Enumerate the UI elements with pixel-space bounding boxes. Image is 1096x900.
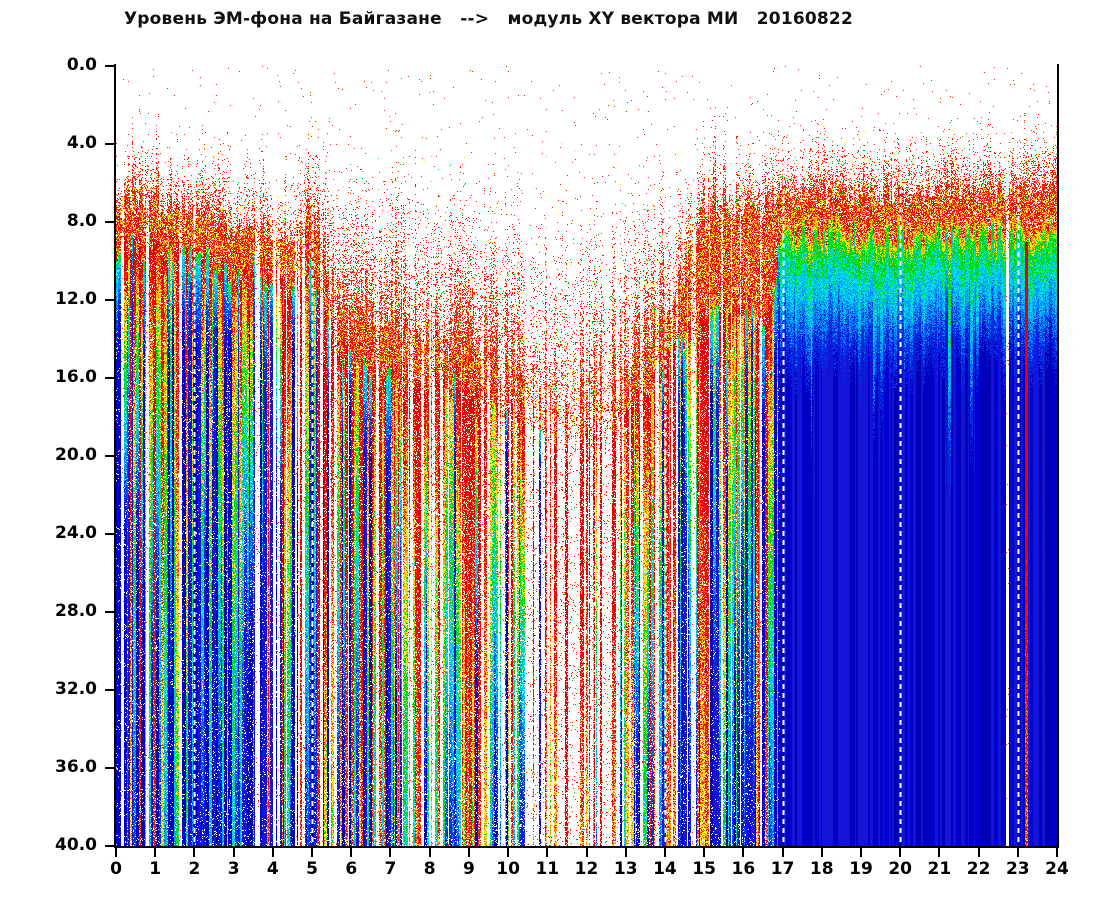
x-tick-label: 23 [1005,859,1030,879]
x-tick-label: 19 [849,859,873,879]
x-tick-label: 11 [535,859,560,879]
x-tick-label: 13 [613,859,638,879]
y-tick [105,65,114,67]
y-tick [105,611,114,613]
x-tick-label: 22 [966,859,991,879]
x-tick [663,848,666,857]
y-tick [105,299,114,301]
y-tick-label: 28.0 [55,601,97,621]
x-tick [467,848,470,857]
y-tick [105,221,114,223]
x-tick-label: 24 [1045,859,1069,879]
x-tick [154,848,157,857]
x-tick [977,848,980,857]
x-tick [781,848,784,857]
x-tick [428,848,431,857]
x-tick [742,848,745,857]
x-tick-label: 15 [692,859,716,879]
x-tick-label: 10 [496,859,520,879]
x-tick [859,848,862,857]
y-tick-label: 4.0 [66,133,97,153]
x-axis-line [114,846,1059,848]
right-axis-line [1057,64,1059,848]
x-tick-label: 16 [731,859,756,879]
x-tick [820,848,823,857]
spectrogram-canvas [116,66,1057,846]
y-tick-label: 40.0 [55,835,97,855]
y-tick [105,455,114,457]
y-tick [105,689,114,691]
x-tick-label: 17 [770,859,795,879]
x-tick [703,848,706,857]
y-tick-label: 24.0 [55,523,97,543]
y-tick-label: 8.0 [66,211,97,231]
y-tick-label: 0.0 [66,55,97,75]
x-tick-label: 6 [345,859,358,879]
x-tick-label: 20 [888,859,912,879]
x-tick-label: 3 [227,859,240,879]
x-tick-label: 4 [266,859,279,879]
x-tick-label: 1 [149,859,162,879]
x-tick [899,848,902,857]
y-tick-label: 36.0 [55,757,97,777]
y-tick [105,143,114,145]
x-tick [624,848,627,857]
x-tick [546,848,549,857]
x-tick [271,848,274,857]
x-tick-label: 18 [809,859,834,879]
x-tick-label: 12 [574,859,599,879]
x-tick [389,848,392,857]
y-tick [105,377,114,379]
x-tick-label: 0 [110,859,122,879]
x-tick [350,848,353,857]
x-tick [1056,848,1058,857]
y-tick-label: 32.0 [55,679,97,699]
y-axis-line [114,64,116,848]
x-tick-label: 21 [927,859,952,879]
x-tick-label: 8 [423,859,436,879]
y-tick-label: 16.0 [55,367,97,387]
x-tick-label: 9 [462,859,475,879]
x-tick [938,848,941,857]
x-tick [311,848,314,857]
x-tick-label: 14 [653,859,677,879]
x-tick [115,848,117,857]
x-tick [585,848,588,857]
y-tick [105,767,114,769]
y-tick [105,845,114,847]
x-tick [193,848,196,857]
y-tick [105,533,114,535]
x-tick [232,848,235,857]
x-tick-label: 5 [306,859,318,879]
x-tick-label: 2 [188,859,201,879]
x-tick [507,848,510,857]
y-tick-label: 12.0 [55,289,97,309]
x-tick [1016,848,1019,857]
chart-title: Уровень ЭМ-фона на Байгазане --> модуль … [124,9,853,29]
y-tick-label: 20.0 [55,445,97,465]
x-tick-label: 7 [384,859,397,879]
